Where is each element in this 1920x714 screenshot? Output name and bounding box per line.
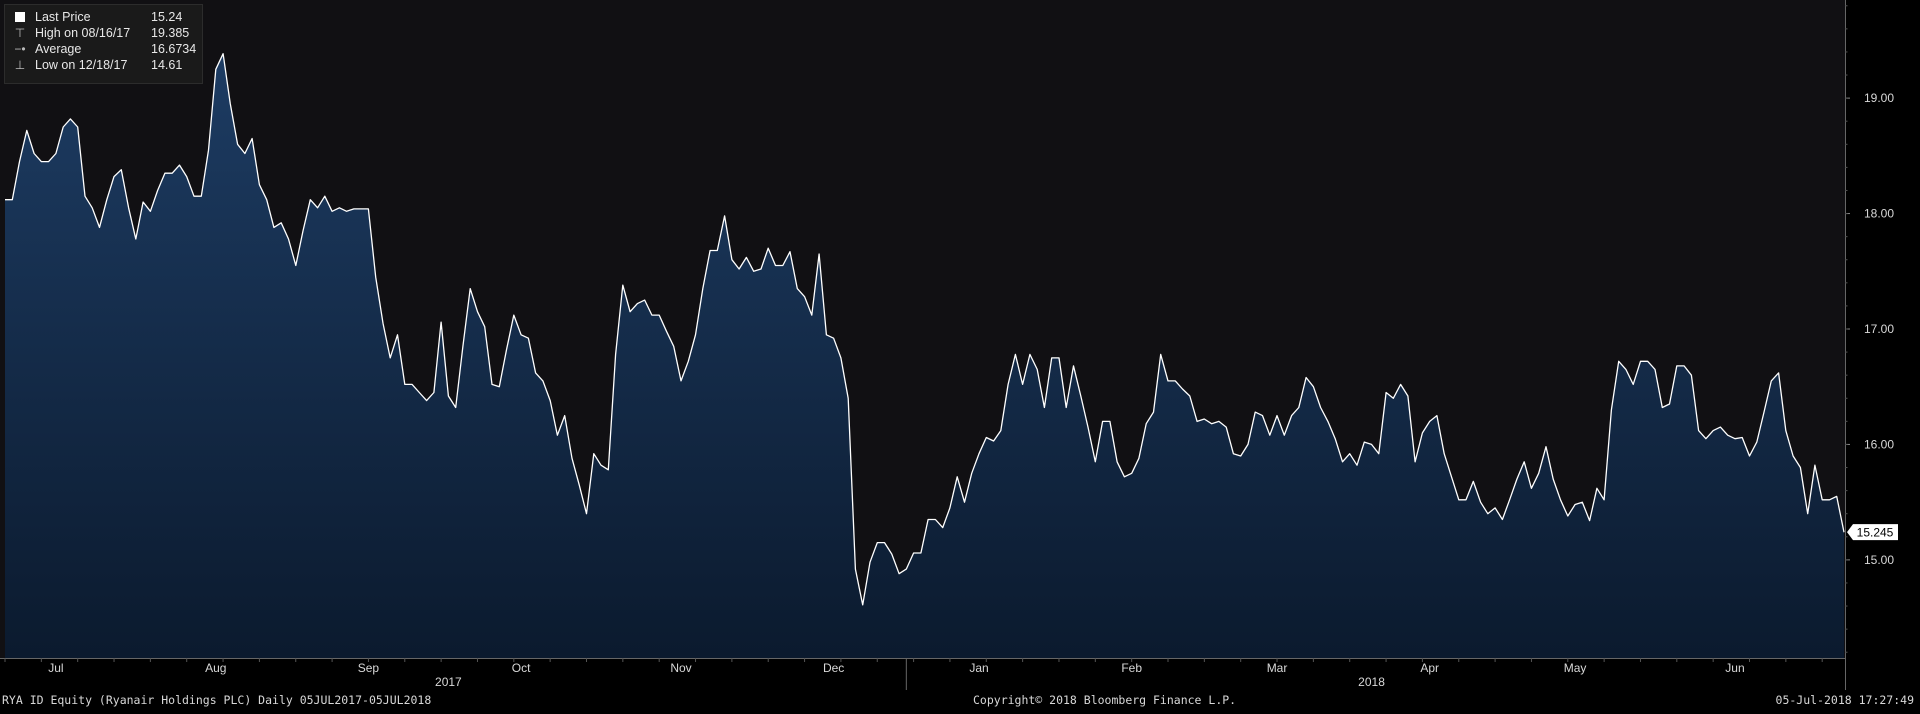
x-month-label: Apr [1420, 661, 1439, 675]
footer-security: RYA ID Equity (Ryanair Holdings PLC) Dai… [2, 693, 432, 707]
price-line [5, 53, 1845, 606]
last-price-tag [1847, 524, 1898, 541]
x-month-label: Jul [48, 661, 63, 675]
last-price-tag-label: 15.245 [1857, 526, 1894, 540]
y-tick-label: 15.00 [1864, 553, 1894, 567]
high-marker-icon: ⊤ [14, 26, 26, 40]
legend-value: 16.6734 [151, 42, 197, 56]
square-swatch-icon [13, 10, 27, 25]
legend-value: 14.61 [151, 58, 183, 72]
x-month-label: Aug [205, 661, 226, 675]
x-month-label: Nov [670, 661, 691, 675]
x-month-label: Sep [358, 661, 380, 675]
legend-label: High on 08/16/17 [35, 26, 131, 40]
legend-value: 15.24 [151, 10, 183, 24]
legend: Last Price 15.24 ⊤ High on 08/16/17 19.3… [4, 4, 203, 84]
price-area [5, 53, 1844, 658]
low-marker-icon: ⊥ [14, 58, 26, 72]
x-month-label: Feb [1121, 661, 1142, 675]
footer-timestamp: 05-Jul-2018 17:27:49 [1775, 693, 1914, 707]
y-tick-label: 16.00 [1864, 437, 1894, 451]
x-month-label: May [1564, 661, 1587, 675]
legend-last-price: Last Price 15.24 [13, 10, 198, 25]
footer-copyright: Copyright© 2018 Bloomberg Finance L.P. [973, 693, 1237, 707]
legend-low: ⊥ Low on 12/18/17 14.61 [13, 58, 198, 73]
legend-label: Last Price [35, 10, 91, 24]
footer-bar: RYA ID Equity (Ryanair Holdings PLC) Dai… [0, 690, 1920, 709]
x-year-label: 2018 [1358, 675, 1385, 689]
legend-value: 19.385 [151, 26, 190, 40]
x-month-label: Oct [512, 661, 531, 675]
x-month-label: Mar [1267, 661, 1288, 675]
y-tick-label: 19.00 [1864, 91, 1894, 105]
x-month-label: Jun [1725, 661, 1744, 675]
legend-label: Average [35, 42, 82, 56]
legend-average: −• Average 16.6734 [13, 42, 198, 57]
y-tick-label: 17.00 [1864, 322, 1894, 336]
x-month-label: Dec [823, 661, 844, 675]
legend-high: ⊤ High on 08/16/17 19.385 [13, 26, 198, 41]
x-month-label: Jan [969, 661, 988, 675]
legend-label: Low on 12/18/17 [35, 58, 128, 72]
x-year-label: 2017 [435, 675, 462, 689]
average-marker-icon: −• [14, 42, 26, 56]
y-tick-label: 18.00 [1864, 207, 1894, 221]
